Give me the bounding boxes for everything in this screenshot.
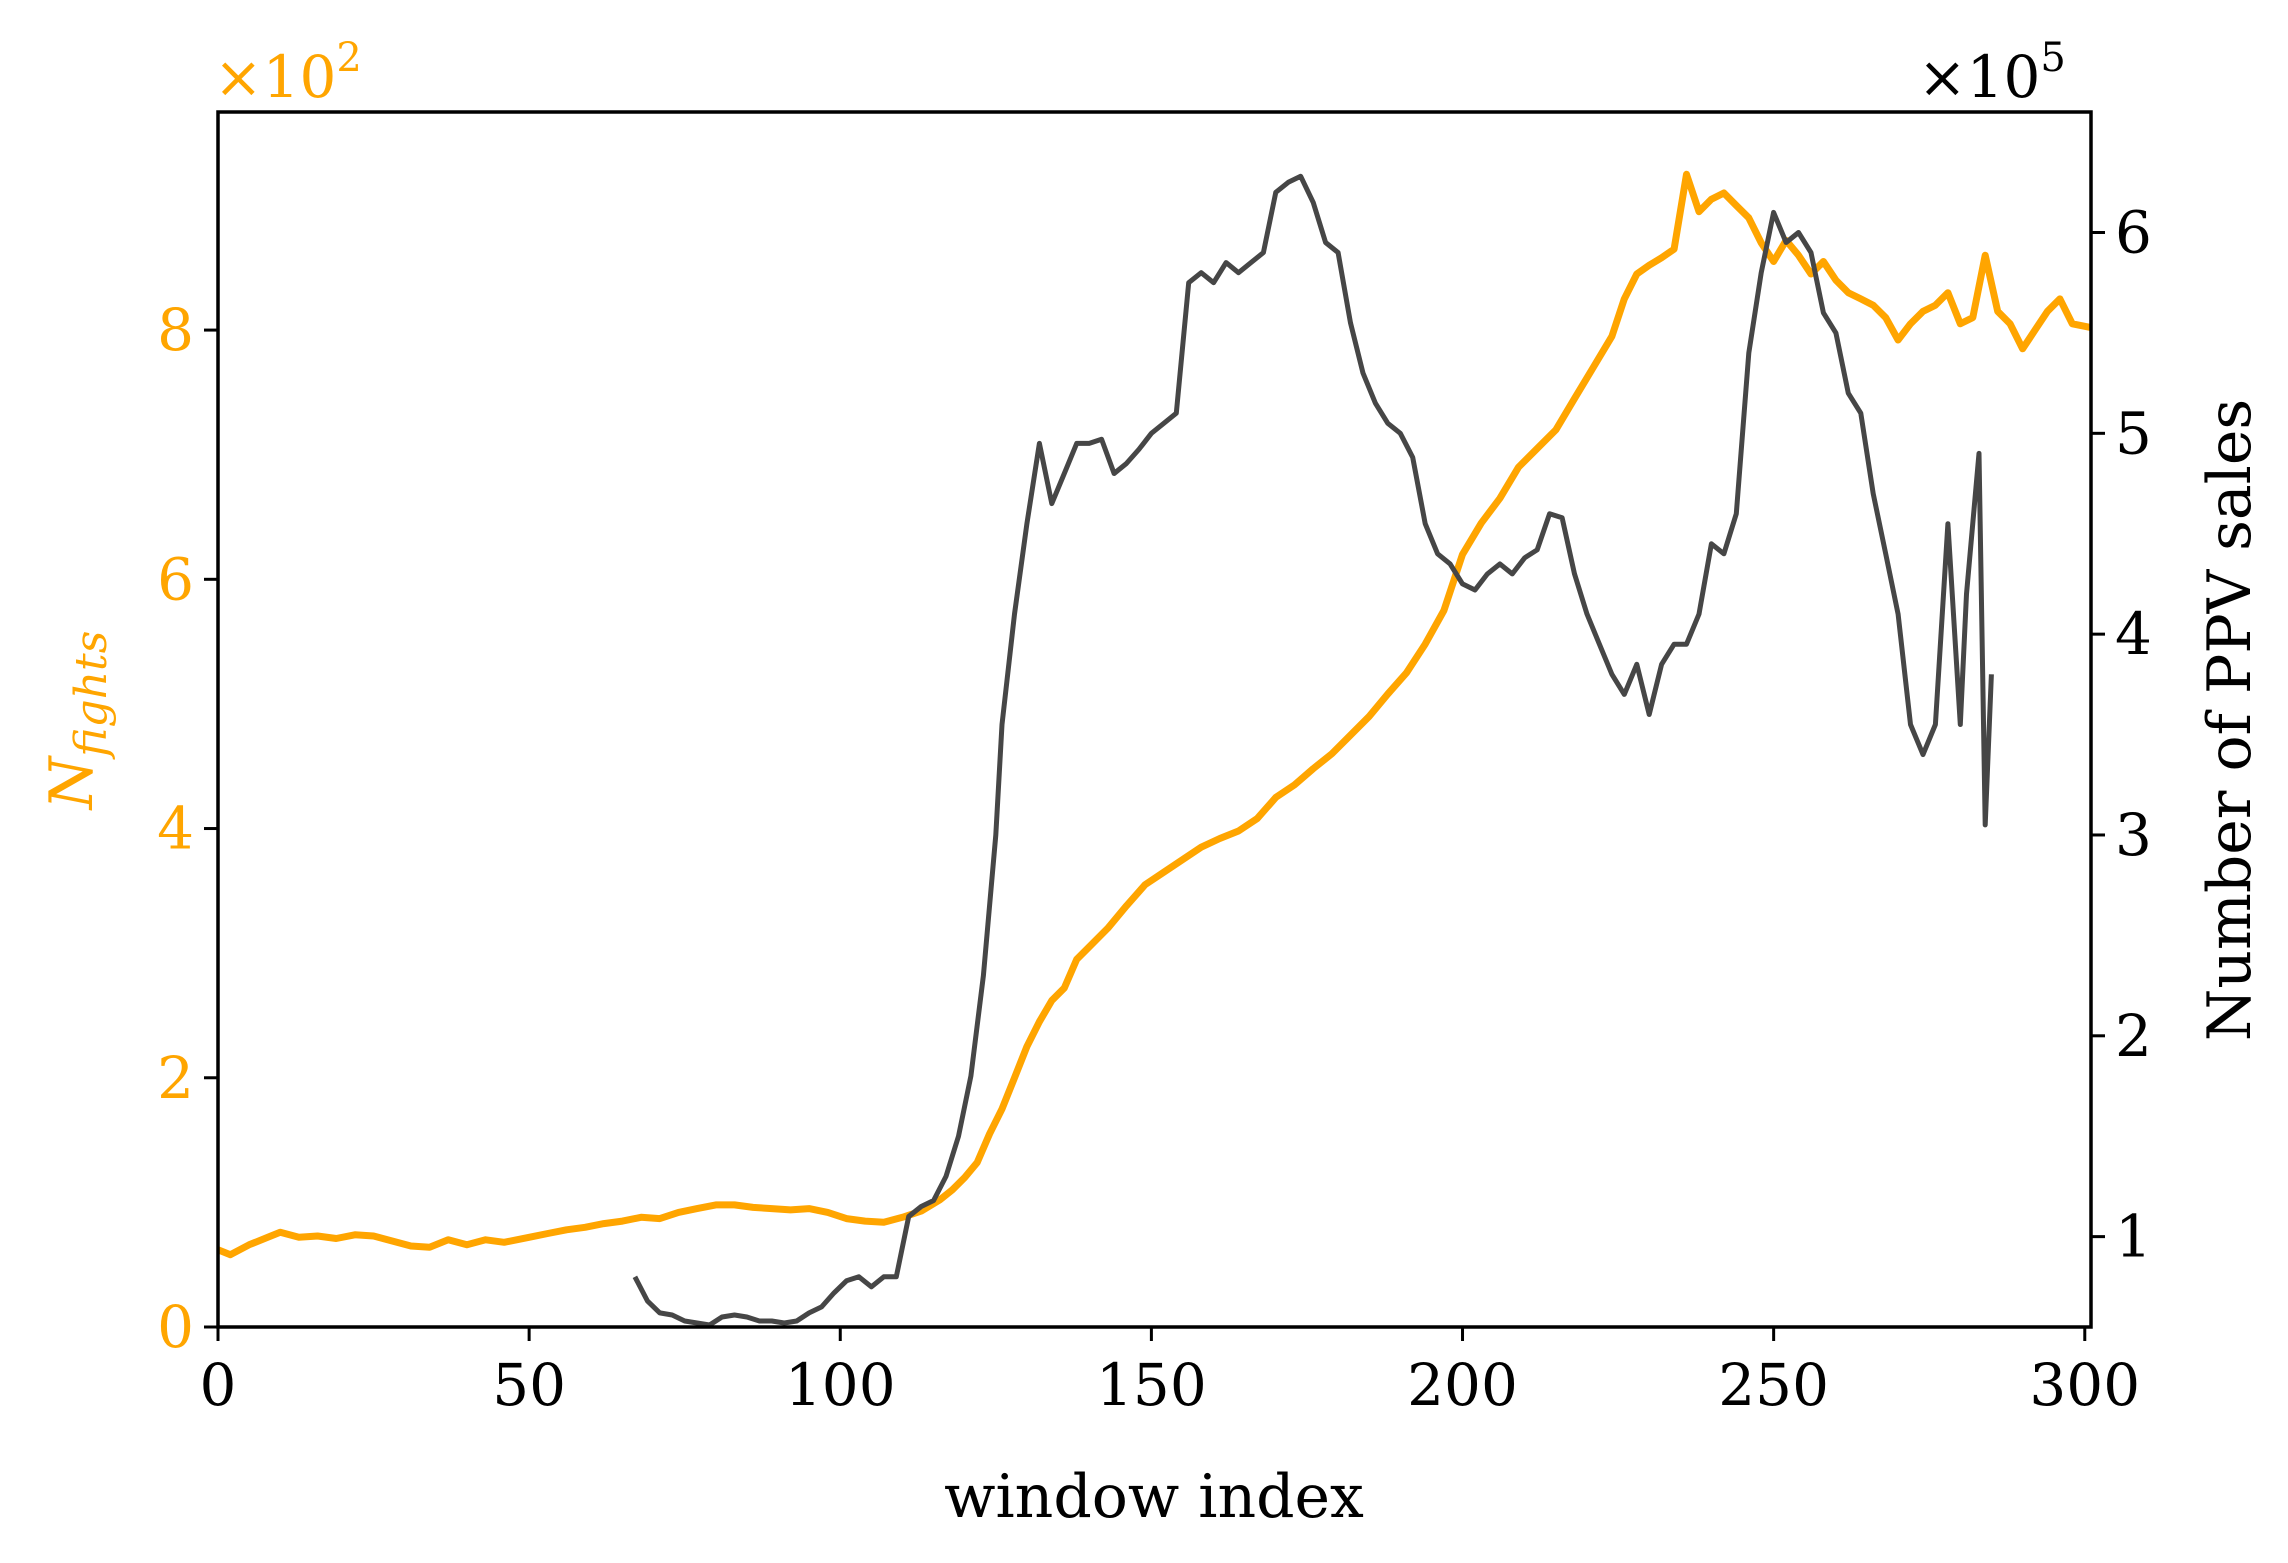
x-axis-label: window index	[944, 1462, 1364, 1532]
left-y-tick-label: 8	[157, 296, 194, 364]
right-multiplier-base: ×10	[1918, 43, 2040, 111]
x-tick-label: 150	[1096, 1351, 1207, 1419]
right-y-tick-label: 5	[2115, 399, 2152, 467]
x-tick-label: 250	[1718, 1351, 1829, 1419]
right-y-tick-label: 4	[2115, 600, 2152, 668]
right-y-axis-ticks: 1 2 3 4 5 6	[2091, 198, 2152, 1271]
left-y-axis-label-subscript: fights	[66, 631, 117, 760]
right-y-tick-label: 2	[2115, 1002, 2152, 1070]
left-axis-multiplier: ×102	[214, 35, 362, 111]
left-multiplier-exponent: 2	[336, 35, 361, 81]
plot-frame	[216, 110, 2093, 1329]
right-y-axis-label: Number of PPV sales	[2195, 399, 2265, 1041]
left-y-axis-label-main: N	[37, 754, 107, 811]
left-y-tick-label: 6	[157, 545, 194, 613]
left-y-tick-label: 2	[157, 1044, 194, 1112]
left-y-axis-label: Nfights	[37, 631, 117, 812]
x-tick-label: 100	[785, 1351, 896, 1419]
series-layer	[216, 170, 2092, 1328]
right-axis-multiplier: ×105	[1918, 35, 2066, 111]
left-y-tick-label: 0	[157, 1293, 194, 1361]
x-axis-ticks: 0 50 100 150 200 250 300	[200, 1327, 2140, 1419]
left-y-axis-ticks: 0 2 4 6 8	[157, 296, 218, 1361]
right-y-tick-label: 6	[2115, 198, 2152, 266]
left-y-tick-label: 4	[157, 795, 194, 863]
x-tick-label: 300	[2029, 1351, 2140, 1419]
series-line-fights	[216, 170, 2092, 1259]
right-multiplier-exponent: 5	[2040, 35, 2065, 81]
x-tick-label: 200	[1407, 1351, 1518, 1419]
x-tick-label: 50	[492, 1351, 566, 1419]
left-multiplier-base: ×10	[214, 43, 336, 111]
right-y-tick-label: 1	[2115, 1203, 2152, 1271]
series-line-ppv-sales	[632, 173, 1994, 1328]
x-tick-label: 0	[200, 1351, 237, 1419]
right-y-tick-label: 3	[2115, 801, 2152, 869]
